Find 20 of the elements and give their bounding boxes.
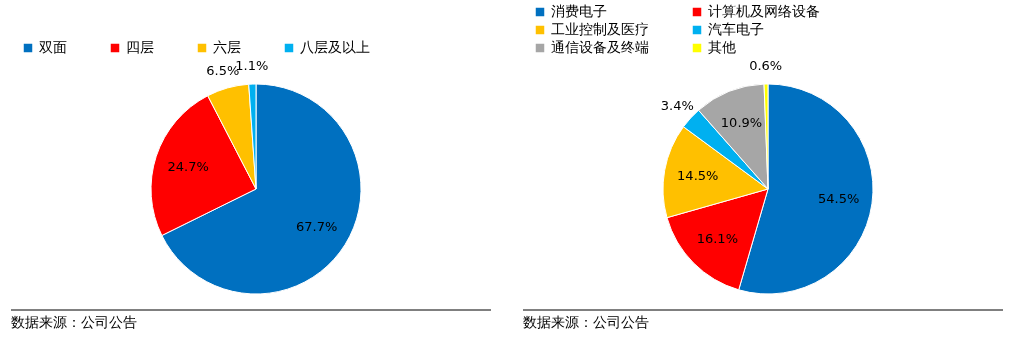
data-label: 67.7%	[295, 218, 338, 234]
data-label: 10.9%	[720, 114, 763, 130]
legend-label: 计算机及网络设备	[708, 3, 820, 19]
legend-label: 工业控制及医疗	[551, 21, 649, 37]
legend-label: 汽车电子	[708, 21, 764, 37]
data-label: 24.7%	[167, 158, 209, 174]
data-label: 0.6%	[749, 58, 783, 74]
data-label: 14.5%	[677, 168, 719, 184]
legend-label: 通信设备及终端	[551, 39, 649, 55]
data-label: 3.4%	[660, 97, 694, 113]
legend-label: 八层及以上	[300, 39, 370, 55]
legend-label: 四层	[126, 39, 154, 55]
legend-label: 六层	[213, 39, 241, 55]
legend-label: 其他	[708, 39, 736, 55]
data-label: 54.5%	[818, 191, 860, 207]
data-label: 16.1%	[696, 231, 739, 247]
legend-label: 双面	[39, 39, 67, 55]
source-note: 数据来源：公司公告	[523, 314, 649, 330]
legend-label: 消费电子	[551, 3, 607, 19]
source-note: 数据来源：公司公告	[11, 314, 137, 330]
